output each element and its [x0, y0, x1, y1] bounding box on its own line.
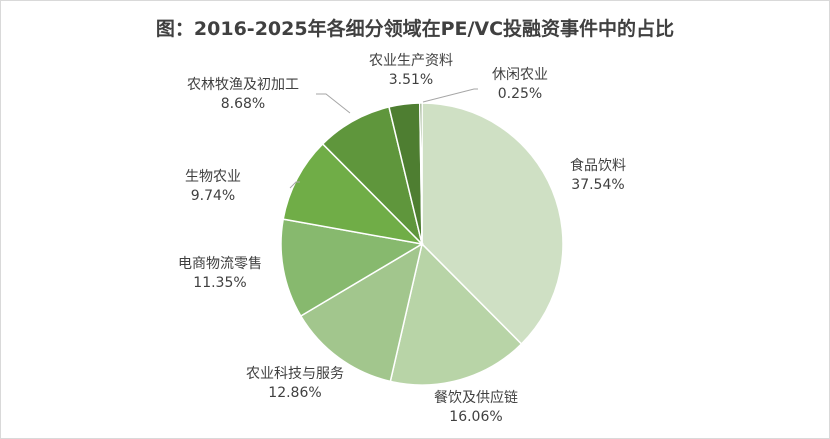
slice-label-1: 食品饮料 — [570, 157, 626, 174]
slice-label-2: 餐饮及供应链 — [434, 389, 518, 406]
slice-value-label-5: 9.74% — [191, 188, 235, 204]
slice-label-8: 休闲农业 — [492, 67, 548, 83]
slice-label-6: 农林牧渔及初加工 — [187, 76, 299, 93]
slice-value-label-1: 37.54% — [571, 177, 624, 193]
leader-line-6 — [316, 93, 351, 114]
slice-value-label-7: 3.51% — [389, 72, 433, 88]
slice-label-4: 电商物流零售 — [178, 256, 262, 272]
slice-value-label-2: 16.06% — [449, 409, 502, 425]
pie-slice-8 — [419, 102, 423, 245]
slice-label-7: 农业生产资料 — [369, 53, 453, 69]
pie-slice-3 — [299, 242, 424, 383]
slice-value-label-3: 12.86% — [268, 385, 321, 401]
pie-slice-2 — [389, 242, 523, 386]
pie-slice-4 — [280, 218, 425, 318]
leader-line-8 — [422, 88, 478, 103]
slice-label-5: 生物农业 — [185, 169, 241, 185]
chart-title: 图：2016-2025年各细分领域在PE/VC投融资事件中的占比 — [155, 18, 675, 40]
pie-slice-5 — [282, 142, 425, 246]
slice-value-label-6: 8.68% — [221, 96, 265, 112]
slice-value-label-4: 11.35% — [193, 275, 246, 291]
pie-slice-1 — [421, 102, 564, 346]
leader-line-5 — [289, 181, 300, 189]
slice-value-label-8: 0.25% — [498, 86, 542, 102]
slice-label-3: 农业科技与服务 — [246, 366, 344, 382]
